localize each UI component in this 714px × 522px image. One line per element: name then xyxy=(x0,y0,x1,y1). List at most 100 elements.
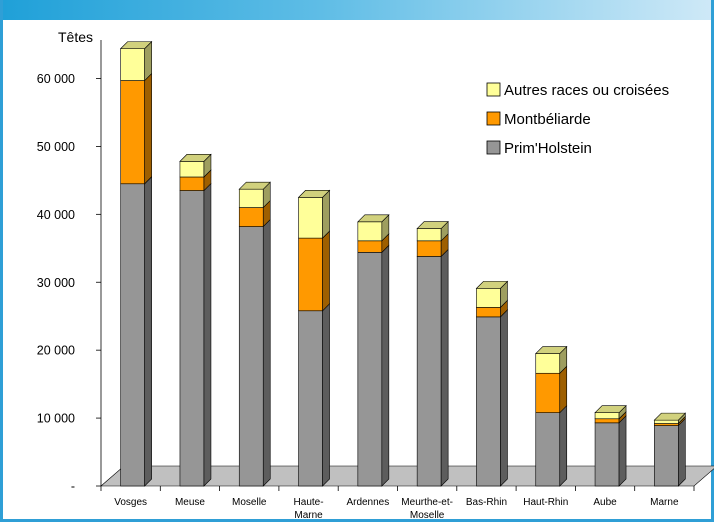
legend-swatch xyxy=(486,111,501,126)
bar-top xyxy=(594,405,627,413)
bar-side xyxy=(618,415,627,487)
bar-side xyxy=(440,248,449,487)
x-tick-label: Haut-Rhin xyxy=(523,497,568,508)
legend-swatch xyxy=(486,82,501,97)
bar-front xyxy=(476,288,501,308)
x-tick-label: Ardennes xyxy=(346,497,389,508)
y-tick-label: 40 000 xyxy=(37,208,75,222)
bar-side xyxy=(381,244,390,487)
bar-side xyxy=(559,404,568,487)
y-tick-label: 50 000 xyxy=(37,140,75,154)
header-bar xyxy=(0,0,714,20)
bars-layer xyxy=(119,40,687,487)
legend-label: Montbéliarde xyxy=(504,111,591,128)
bar-top xyxy=(535,346,568,354)
x-tick-label: Vosges xyxy=(114,497,147,508)
bar-top xyxy=(238,181,271,190)
labels-layer: Vosges Meuse Moselle Haute-Marne Ardennes Meu… xyxy=(114,497,679,521)
bar-segment xyxy=(179,153,212,178)
legend-label: Prim'Holstein xyxy=(504,140,592,157)
bar-segment xyxy=(594,415,627,487)
legend-item: Prim'Holstein xyxy=(486,140,592,157)
bar-front xyxy=(535,412,561,487)
bar-front xyxy=(476,307,501,318)
bar-segment xyxy=(120,176,152,487)
y-tick-label: 30 000 xyxy=(37,276,75,290)
bar-segment xyxy=(357,214,390,242)
bar-segment xyxy=(119,40,153,82)
bar-front xyxy=(120,48,145,81)
bar-segment xyxy=(357,244,390,487)
bar-front xyxy=(416,228,442,242)
bar-segment xyxy=(297,189,331,239)
bar-segment xyxy=(298,303,330,487)
bar-front xyxy=(120,183,145,487)
bar-segment xyxy=(238,218,271,487)
x-tick-label: Marne xyxy=(650,497,679,508)
bar-top xyxy=(119,41,153,49)
bar-front xyxy=(357,221,383,242)
bar-front xyxy=(654,425,679,487)
y-tick-label: 20 000 xyxy=(37,344,75,358)
bar-front xyxy=(298,197,323,239)
bar-front xyxy=(238,226,264,487)
bar-segment xyxy=(535,404,568,487)
bar-segment xyxy=(535,365,568,414)
bar-top xyxy=(475,281,509,289)
y-tick-label: 10 000 xyxy=(37,412,75,426)
bar-segment xyxy=(179,182,212,487)
bar-side xyxy=(203,182,212,487)
x-tick-label: Aube xyxy=(593,497,617,508)
bar-top xyxy=(179,154,212,162)
bar-front xyxy=(416,240,442,257)
bar-front xyxy=(594,418,620,424)
bar-side xyxy=(322,230,330,312)
bar-front xyxy=(416,256,442,487)
bar-front xyxy=(179,176,205,191)
x-tick-label: Bas-Rhin xyxy=(466,497,507,508)
x-tick-label: Meurthe-et-Moselle xyxy=(401,497,453,521)
y-axis-title: Têtes xyxy=(58,29,93,45)
bar-segment xyxy=(120,72,152,185)
bar-side xyxy=(144,72,152,185)
bar-segment xyxy=(238,199,271,228)
bar-segment xyxy=(653,412,687,425)
bar-front xyxy=(476,316,501,487)
bar-segment xyxy=(476,309,508,487)
y-tick-label: 60 000 xyxy=(37,72,75,86)
bar-front xyxy=(120,80,145,185)
bar-segment xyxy=(238,181,271,209)
legend-label: Autres races ou croisées xyxy=(504,82,669,99)
bar-front xyxy=(594,422,620,487)
bar-segment xyxy=(475,280,509,309)
bar-segment xyxy=(594,404,627,420)
x-tick-label: Haute-Marne xyxy=(294,497,324,521)
bar-segment xyxy=(416,248,449,487)
bar-side xyxy=(559,365,568,414)
bar-front xyxy=(535,353,561,374)
bar-front xyxy=(238,207,264,227)
bar-front xyxy=(654,419,679,424)
bar-front xyxy=(179,161,205,178)
bar-front xyxy=(654,423,679,426)
bar-side xyxy=(322,189,330,239)
bar-side xyxy=(262,218,271,487)
bar-front xyxy=(298,237,323,312)
bar-top xyxy=(297,190,331,198)
bar-front xyxy=(179,190,205,487)
bar-segment xyxy=(654,417,686,487)
bar-front xyxy=(357,240,383,253)
x-tick-label: Moselle xyxy=(232,497,267,508)
legend-item: Autres races ou croisées xyxy=(486,82,669,99)
bar-front xyxy=(594,412,620,420)
x-tick-label: Meuse xyxy=(175,497,205,508)
bar-segment xyxy=(179,169,212,192)
bar-top xyxy=(416,221,449,229)
legend: Autres races ou croisées Montbéliarde Prim… xyxy=(486,82,669,157)
bar-segment xyxy=(298,230,330,312)
y-tick-label: - xyxy=(71,480,75,494)
bar-side xyxy=(500,309,508,487)
bar-front xyxy=(298,310,323,487)
